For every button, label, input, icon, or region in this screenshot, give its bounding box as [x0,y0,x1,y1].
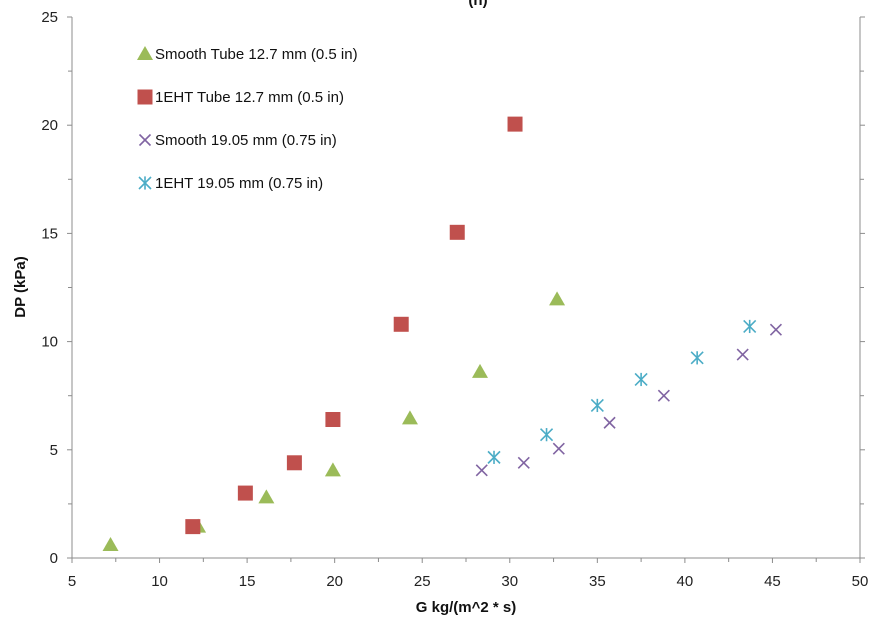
data-point [603,416,616,429]
x-tick-label: 20 [326,573,343,590]
x-tick-label: 15 [239,573,256,590]
series-3 [475,323,783,477]
legend-item: Smooth 19.05 mm (0.75 in) [138,132,337,149]
series-2 [185,116,523,535]
x-stroke [657,389,670,402]
y-tick-label: 5 [50,442,58,459]
data-point [769,323,783,336]
legend-marker [137,89,153,105]
legend-label: 1EHT 19.05 mm (0.75 in) [155,175,323,192]
data-point [590,398,604,413]
y-axis-title: DP (kPa) [12,256,29,317]
x-axis-title: G kg/(m^2 * s) [416,599,516,616]
data-point [401,410,418,425]
data-point [393,316,409,332]
data-point [324,462,341,477]
data-point [743,319,757,334]
legend-marker [138,176,152,190]
chart-title: (h) [468,0,487,9]
data-points [102,116,783,552]
data-point [449,224,465,240]
x-tick-label: 40 [677,573,694,590]
x-tick-label: 25 [414,573,431,590]
data-point [325,412,341,428]
data-point [102,537,119,552]
data-point [507,116,523,132]
x-tick-label: 10 [151,573,168,590]
legend-marker [137,46,153,60]
x-stroke [603,416,616,429]
legend-item: 1EHT Tube 12.7 mm (0.5 in) [137,89,344,106]
y-tick-label: 10 [41,334,58,351]
x-stroke [517,456,530,469]
x-stroke [769,323,783,336]
x-stroke [736,348,749,361]
legend-item: Smooth Tube 12.7 mm (0.5 in) [137,46,358,63]
series-4 [487,319,757,464]
data-point [634,372,648,387]
data-point [690,351,704,365]
data-point [472,363,489,378]
legend-marker [138,133,152,147]
x-stroke [475,464,488,477]
y-tick-label: 25 [41,9,58,26]
x-stroke [552,442,565,455]
data-point [185,519,201,535]
data-point [286,455,302,471]
legend-label: Smooth 19.05 mm (0.75 in) [155,132,337,149]
y-tick-label: 20 [41,117,58,134]
data-point [237,485,253,501]
data-point [539,428,554,442]
data-point [736,348,749,361]
legend-item: 1EHT 19.05 mm (0.75 in) [138,175,323,192]
data-point [475,464,488,477]
y-tick-label: 15 [41,225,58,242]
legend: Smooth Tube 12.7 mm (0.5 in) 1EHT Tube 12… [137,46,358,192]
legend-label: 1EHT Tube 12.7 mm (0.5 in) [155,89,344,106]
data-point [657,389,670,402]
data-point [487,450,501,464]
data-point [549,291,566,306]
x-stroke [138,133,152,147]
legend-label: Smooth Tube 12.7 mm (0.5 in) [155,46,358,63]
y-tick-label: 0 [50,550,58,567]
x-tick-label: 50 [852,573,869,590]
x-tick-label: 45 [764,573,781,590]
data-point [517,456,530,469]
axes [67,16,865,563]
x-tick-label: 5 [68,573,76,590]
data-point [552,442,565,455]
x-tick-label: 35 [589,573,606,590]
data-point [258,489,275,504]
x-tick-label: 30 [501,573,518,590]
